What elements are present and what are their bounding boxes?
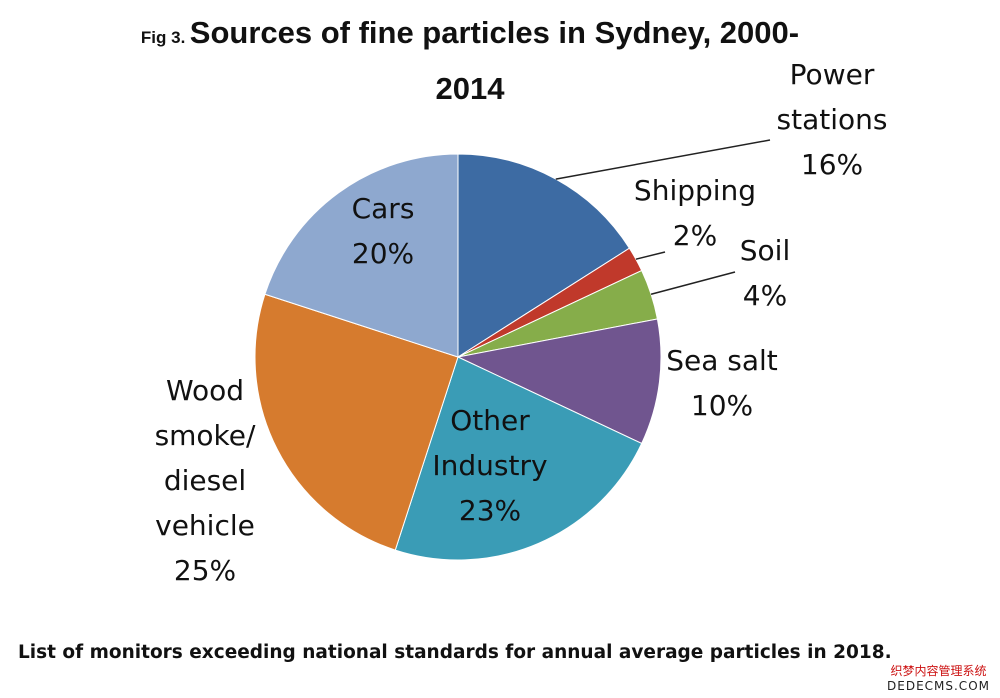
slice-name-shipping: Shipping	[634, 174, 756, 207]
slice-name-other-industry: Other	[450, 404, 530, 437]
slice-value-cars: 20%	[352, 237, 414, 270]
slice-name-wood-smoke-diesel-vehicle: smoke/	[155, 419, 256, 452]
slice-label-sea-salt: Sea salt 10%	[666, 344, 778, 422]
leader-line-power-stations	[555, 139, 771, 180]
slice-name-soil: Soil	[740, 234, 790, 267]
figure-number: Fig 3.	[140, 28, 186, 47]
slice-label-shipping: Shipping 2%	[634, 174, 756, 252]
pie-slice-other-industry	[394, 356, 643, 561]
watermark: 织梦内容管理系统 DEDECMS.COM	[887, 664, 990, 694]
slice-name-wood-smoke-diesel-vehicle: vehicle	[155, 509, 255, 542]
slice-name-sea-salt: Sea salt	[666, 344, 778, 377]
slice-value-power-stations: 16%	[801, 148, 863, 181]
pie-slices	[254, 153, 662, 561]
slice-value-sea-salt: 10%	[691, 389, 753, 422]
slice-labels: Power stations 16% Shipping 2% Soil 4% Sea salt…	[155, 58, 888, 587]
slice-label-cars: Cars 20%	[352, 192, 415, 270]
slice-label-soil: Soil 4%	[740, 234, 790, 312]
pie-slice-cars	[264, 153, 459, 358]
pie-slice-wood-smoke-diesel-vehicle	[254, 293, 459, 551]
watermark-line-2: DEDECMS.COM	[887, 679, 990, 693]
pie-slice-sea-salt	[456, 318, 662, 445]
chart-title: Fig 3. Sources of fine particles in Sydn…	[110, 8, 830, 120]
leader-lines	[555, 139, 771, 295]
leader-line-soil	[650, 271, 736, 295]
slice-label-other-industry: Other Industry 23%	[432, 404, 547, 527]
slice-value-shipping: 2%	[673, 219, 717, 252]
slice-label-wood-smoke-diesel-vehicle: Wood smoke/diesel vehicle 25%	[155, 374, 256, 587]
slice-name-cars: Cars	[352, 192, 415, 225]
slice-value-other-industry: 23%	[459, 494, 521, 527]
slice-label-power-stations: Power stations 16%	[777, 58, 888, 181]
slice-value-wood-smoke-diesel-vehicle: 25%	[174, 554, 236, 587]
slice-name-power-stations: Power	[790, 58, 875, 91]
slice-value-soil: 4%	[743, 279, 787, 312]
chart-title-text: Sources of fine particles in Sydney, 200…	[189, 15, 800, 106]
slice-name-power-stations: stations	[777, 103, 888, 136]
watermark-line-1: 织梦内容管理系统	[890, 664, 987, 678]
slice-name-wood-smoke-diesel-vehicle: diesel	[164, 464, 246, 497]
leader-line-shipping	[635, 251, 666, 260]
slice-name-wood-smoke-diesel-vehicle: Wood	[166, 374, 244, 407]
caption-text: List of monitors exceeding national stan…	[18, 642, 892, 663]
slice-name-other-industry: Industry	[432, 449, 547, 482]
